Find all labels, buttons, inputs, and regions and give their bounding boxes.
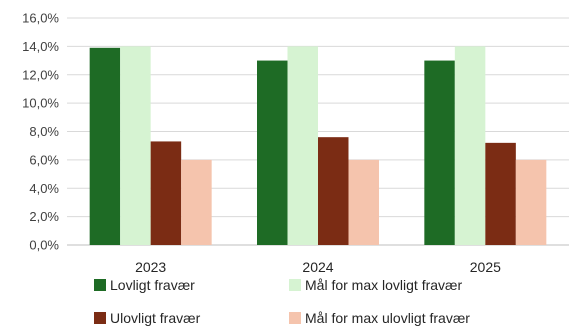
legend-swatch [94,279,106,291]
y-tick-label: 8,0% [29,124,59,139]
y-tick-label: 10,0% [22,96,59,111]
x-tick-label: 2024 [302,259,333,275]
legend-swatch [289,279,301,291]
bar [485,142,516,245]
y-tick-label: 6,0% [29,152,59,167]
x-tick-label: 2023 [135,259,166,275]
bar [287,46,318,245]
x-tick-label: 2025 [470,259,501,275]
y-tick-label: 4,0% [29,181,59,196]
bar [257,60,288,245]
bar [424,60,455,245]
y-axis: 0,0% 2,0% 4,0% 6,0% 8,0% 10,0% 12,0% 14,0% 16,0% [22,11,59,253]
bar [515,159,547,245]
x-axis: 2023 2024 2025 [135,259,501,275]
bar [89,47,121,246]
y-tick-label: 2,0% [29,209,59,224]
legend-label: Lovligt fravær [110,277,195,293]
bar [454,46,486,245]
y-tick-label: 0,0% [29,238,59,253]
bar [348,159,379,245]
bar [150,141,182,245]
legend: Lovligt fravær Mål for max lovligt fravær… [94,277,470,326]
bars [89,46,547,246]
legend-swatch [289,312,301,324]
legend-label: Ulovligt fravær [110,310,201,326]
y-tick-label: 12,0% [22,67,59,82]
bar [181,159,212,245]
bar [120,46,151,245]
y-tick-label: 14,0% [22,39,59,54]
bar [318,137,349,245]
legend-label: Mål for max ulovligt fravær [305,310,470,326]
y-tick-label: 16,0% [22,11,59,26]
legend-label: Mål for max lovligt fravær [305,277,462,293]
legend-swatch [94,312,106,324]
